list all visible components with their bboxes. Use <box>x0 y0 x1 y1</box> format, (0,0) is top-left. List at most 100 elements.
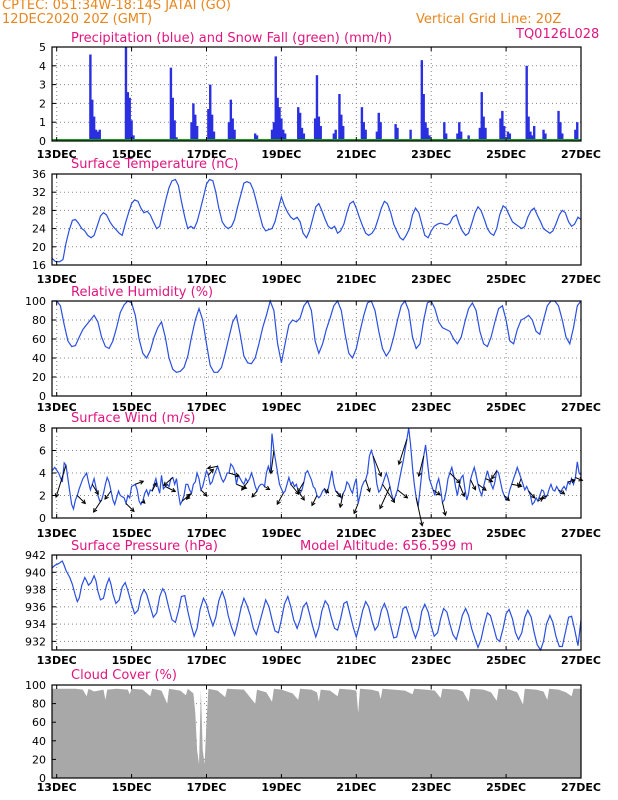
wind-arrow <box>339 493 344 508</box>
precip-bar <box>96 131 100 141</box>
wind-arrow-head <box>436 491 441 496</box>
wind-arrow <box>353 503 359 514</box>
y-tick-label: 40 <box>32 352 46 365</box>
wind-arrow <box>125 503 135 512</box>
precip-bar <box>89 54 92 141</box>
y-tick-label: 0 <box>39 772 46 785</box>
precip-bar <box>394 124 397 141</box>
precip-bar <box>283 133 287 141</box>
precip-bar <box>444 133 448 141</box>
wind-arrow-head <box>336 492 342 498</box>
station-label: CPTEC: 051:34W-18:14S JATAI (GO) <box>2 0 231 13</box>
precip-bar <box>195 125 199 141</box>
precip-bar <box>574 129 577 141</box>
precip-bar <box>282 129 285 141</box>
y-tick-label: 932 <box>25 635 46 648</box>
precip-bar <box>561 133 564 141</box>
y-tick-label: 3 <box>39 79 46 92</box>
precip-bar <box>94 129 98 141</box>
x-tick-label: 23DEC <box>411 654 451 667</box>
wind-arrow <box>517 478 522 487</box>
precip-bar <box>501 110 504 141</box>
precip-bar <box>276 97 279 141</box>
precip-bar <box>364 129 367 141</box>
wind-arrow-head <box>505 496 510 502</box>
x-tick-label: 15DEC <box>112 527 152 540</box>
wind-arrow <box>503 495 510 501</box>
wind-arrow-head <box>379 504 384 510</box>
precip-bar <box>544 133 547 141</box>
wind-arrow-head <box>442 511 447 517</box>
wind-arrow-head <box>251 492 256 498</box>
wind-arrow <box>379 486 391 509</box>
wind-arrow <box>297 490 305 501</box>
precip-bar <box>459 131 463 141</box>
wind-arrow-head <box>517 482 522 488</box>
precip-bar <box>576 122 579 141</box>
precip-bar <box>92 116 96 141</box>
precip-bar <box>233 129 236 141</box>
x-tick-label: 25DEC <box>486 527 526 540</box>
wind-arrow <box>270 450 275 474</box>
precip-bar <box>532 125 536 141</box>
wind-arrow-head <box>471 485 477 491</box>
wind-arrow <box>382 483 395 503</box>
precip-bar <box>334 129 337 141</box>
x-tick-label: 21DEC <box>336 401 376 414</box>
wind-arrow-head <box>390 498 396 504</box>
cloud-cover-area <box>52 688 581 778</box>
wind-arrow <box>251 490 258 498</box>
precip-bar <box>253 133 257 141</box>
wind-arrow-head <box>206 465 212 470</box>
wind-arrow <box>76 495 86 504</box>
x-tick-label: 23DEC <box>411 401 451 414</box>
precip-bar <box>270 129 274 141</box>
wind-arrow-head <box>94 490 99 496</box>
x-tick-label: 25DEC <box>486 401 526 414</box>
y-tick-label: 0 <box>39 512 46 525</box>
wind-arrow-head <box>268 469 274 475</box>
precip-bar <box>480 92 483 141</box>
wind-arrow-head <box>276 500 281 506</box>
panel-title: Surface Wind (m/s) <box>71 411 195 426</box>
y-tick-label: 80 <box>32 698 46 711</box>
precip-bar <box>229 99 233 141</box>
precip-bar <box>278 107 281 141</box>
wind-arrow-head <box>491 474 496 480</box>
precip-bar <box>300 127 304 141</box>
x-tick-label: 15DEC <box>112 654 152 667</box>
y-tick-label: 24 <box>32 223 46 236</box>
x-tick-label: 23DEC <box>411 148 451 161</box>
y-tick-label: 2 <box>39 97 46 110</box>
precip-bar <box>169 67 173 141</box>
plot-frame <box>51 46 582 142</box>
wind-arrow <box>207 465 218 469</box>
y-tick-label: 0 <box>39 135 46 148</box>
precip-bar <box>319 125 322 141</box>
precip-bar <box>422 94 425 141</box>
precip-bar <box>458 122 461 141</box>
wind-arrow <box>165 486 176 492</box>
y-tick-label: 938 <box>25 584 46 597</box>
wind-arrow-head <box>324 488 330 494</box>
wind-speed-line <box>51 427 582 512</box>
x-tick-label: 19DEC <box>261 654 301 667</box>
wind-arrow-head <box>300 495 305 501</box>
precip-bar <box>420 60 424 141</box>
y-tick-label: 100 <box>25 295 46 308</box>
precip-bar <box>467 135 470 141</box>
x-tick-label: 27DEC <box>561 654 601 667</box>
wind-arrow-head <box>140 499 146 504</box>
x-tick-label: 25DEC <box>486 654 526 667</box>
precip-bar <box>173 120 176 141</box>
precip-bar <box>227 122 231 141</box>
wind-arrow-head <box>139 480 145 485</box>
precip-bar <box>128 97 131 141</box>
wind-arrow <box>297 481 305 493</box>
precip-bar <box>508 133 512 141</box>
panel-title: Surface Pressure (hPa) <box>71 539 218 554</box>
wind-arrow <box>511 483 522 487</box>
precip-bar <box>313 118 317 141</box>
y-tick-label: 2 <box>39 490 46 503</box>
wind-arrow <box>163 477 174 486</box>
